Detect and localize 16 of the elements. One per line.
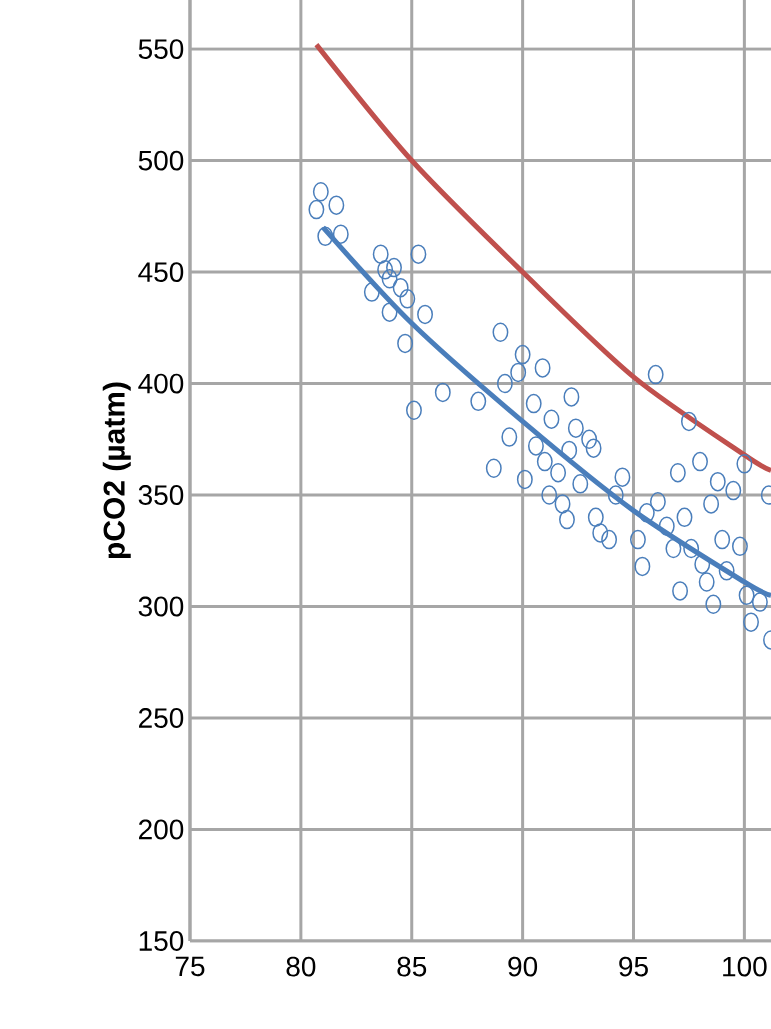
y-tick-label: 400 bbox=[138, 373, 184, 394]
y-tick-label: 550 bbox=[138, 39, 184, 59]
x-tick-label: 90 bbox=[508, 956, 538, 977]
x-tick-label: 100 bbox=[723, 956, 767, 977]
x-tick-label: 85 bbox=[397, 956, 427, 977]
y-tick-label: 300 bbox=[138, 596, 184, 617]
y-tick-label: 500 bbox=[138, 150, 184, 171]
y-tick-label: 250 bbox=[139, 708, 184, 728]
y-axis-title: pCO2 (µatm) bbox=[102, 382, 131, 558]
y-tick-label: 150 bbox=[139, 931, 184, 951]
x-tick-label: 80 bbox=[286, 956, 316, 977]
y-tick-label: 450 bbox=[138, 262, 184, 282]
y-tick-label: 200 bbox=[139, 819, 184, 840]
x-tick-label: 95 bbox=[619, 956, 648, 977]
y-tick-label: 350 bbox=[138, 485, 184, 505]
x-tick-label: 75 bbox=[175, 956, 205, 977]
